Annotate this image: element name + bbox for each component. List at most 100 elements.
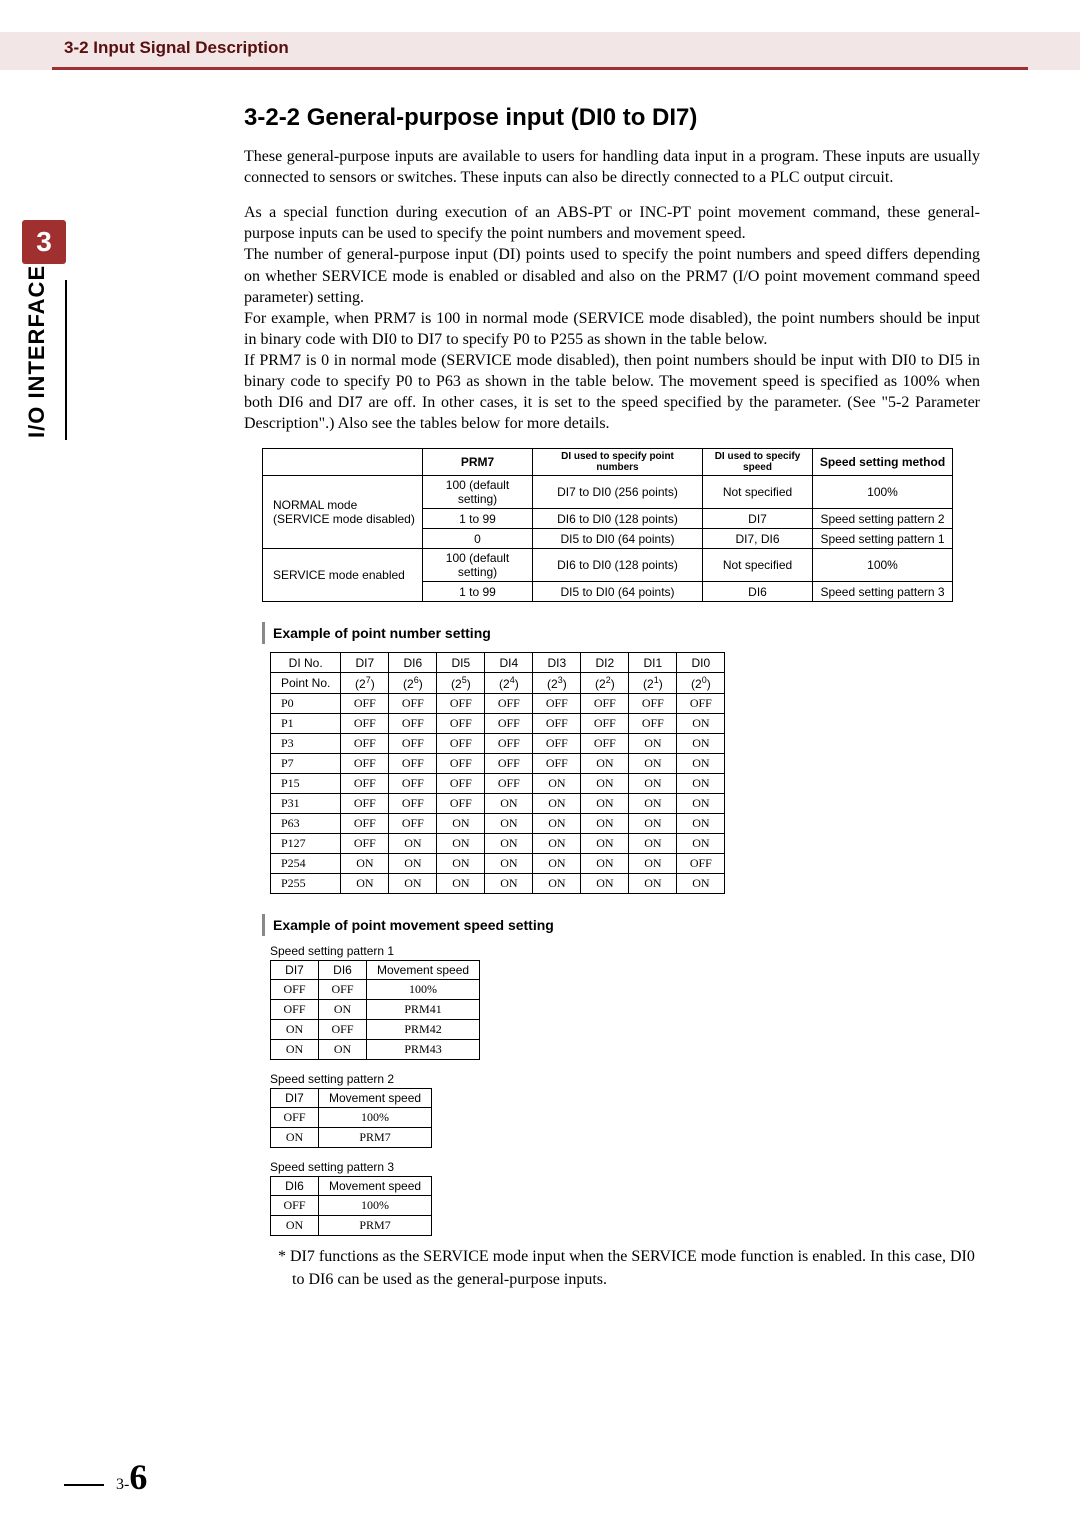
td: Not specified	[703, 549, 813, 582]
para-5: If PRM7 is 0 in normal mode (SERVICE mod…	[244, 350, 980, 434]
table-row: P127OFFONONONONONONON	[271, 834, 725, 854]
td: OFF	[437, 734, 485, 754]
chapter-tab: 3	[22, 220, 66, 264]
td: OFF	[341, 834, 389, 854]
th: (26)	[389, 673, 437, 694]
td: P1	[271, 714, 341, 734]
para-4: For example, when PRM7 is 100 in normal …	[244, 308, 980, 350]
subheading-1: Example of point number setting	[262, 622, 980, 644]
th: DI0	[677, 653, 725, 673]
table-row: PRM7 DI used to specify point numbers DI…	[263, 449, 953, 476]
td: ON	[533, 854, 581, 874]
td: ON	[629, 754, 677, 774]
td: P7	[271, 754, 341, 774]
td: 100%	[367, 980, 480, 1000]
th: (25)	[437, 673, 485, 694]
td: P3	[271, 734, 341, 754]
th: DI6	[319, 961, 367, 980]
td: ON	[629, 794, 677, 814]
speed-table-2: DI7Movement speedOFF100%ONPRM7	[270, 1088, 432, 1148]
td: PRM41	[367, 1000, 480, 1020]
th: DI1	[629, 653, 677, 673]
td: OFF	[389, 734, 437, 754]
main-table: PRM7 DI used to specify point numbers DI…	[262, 448, 953, 602]
td: ON	[389, 834, 437, 854]
td: DI7	[703, 509, 813, 529]
td: ON	[341, 854, 389, 874]
td: ON	[677, 834, 725, 854]
td: P31	[271, 794, 341, 814]
td: ON	[271, 1216, 319, 1236]
td: ON	[677, 874, 725, 894]
table-row: SERVICE mode enabled 100 (default settin…	[263, 549, 953, 582]
td: ON	[437, 814, 485, 834]
td: DI5 to DI0 (64 points)	[533, 529, 703, 549]
td: ON	[533, 874, 581, 894]
td: P63	[271, 814, 341, 834]
td: ON	[533, 774, 581, 794]
section-heading: 3-2-2 General-purpose input (DI0 to DI7)	[244, 104, 980, 132]
td: ON	[581, 754, 629, 774]
td: OFF	[437, 754, 485, 774]
table-row: P0OFFOFFOFFOFFOFFOFFOFFOFF	[271, 694, 725, 714]
td: P15	[271, 774, 341, 794]
td: ON	[271, 1020, 319, 1040]
table-row: P63OFFOFFONONONONONON	[271, 814, 725, 834]
td: ON	[437, 834, 485, 854]
para-1: These general-purpose inputs are availab…	[244, 146, 980, 188]
page-number-prefix: 3-	[116, 1476, 129, 1493]
td: DI6	[703, 582, 813, 602]
td-mode: NORMAL mode (SERVICE mode disabled)	[263, 476, 423, 549]
td: ON	[629, 734, 677, 754]
td: OFF	[677, 854, 725, 874]
th: (22)	[581, 673, 629, 694]
table-row: OFF100%	[271, 1196, 432, 1216]
th: DI4	[485, 653, 533, 673]
td: ON	[437, 854, 485, 874]
th: (21)	[629, 673, 677, 694]
th: DI6	[389, 653, 437, 673]
td: DI5 to DI0 (64 points)	[533, 582, 703, 602]
td: OFF	[485, 774, 533, 794]
td: ON	[271, 1040, 319, 1060]
td: ON	[581, 834, 629, 854]
td: 1 to 99	[423, 582, 533, 602]
td: ON	[533, 814, 581, 834]
point-table: DI No.DI7DI6DI5DI4DI3DI2DI1DI0Point No.(…	[270, 652, 725, 894]
td: 100 (default setting)	[423, 476, 533, 509]
td: OFF	[485, 694, 533, 714]
th: (27)	[341, 673, 389, 694]
td: 1 to 99	[423, 509, 533, 529]
th: Movement speed	[319, 1089, 432, 1108]
td: OFF	[319, 1020, 367, 1040]
th	[263, 449, 423, 476]
td: ON	[437, 874, 485, 894]
td: OFF	[629, 694, 677, 714]
td: ON	[581, 794, 629, 814]
table-row: P15OFFOFFOFFOFFONONONON	[271, 774, 725, 794]
table-row: ONOFFPRM42	[271, 1020, 480, 1040]
td: OFF	[533, 734, 581, 754]
td: ON	[677, 814, 725, 834]
td: ON	[485, 854, 533, 874]
th: DI5	[437, 653, 485, 673]
th: DI6	[271, 1177, 319, 1196]
td: OFF	[341, 754, 389, 774]
th: Movement speed	[319, 1177, 432, 1196]
td: OFF	[389, 694, 437, 714]
td: ON	[389, 874, 437, 894]
td: OFF	[437, 794, 485, 814]
table-row: P254ONONONONONONONOFF	[271, 854, 725, 874]
td: OFF	[341, 794, 389, 814]
table-row: OFFONPRM41	[271, 1000, 480, 1020]
para-2: As a special function during execution o…	[244, 202, 980, 244]
td: OFF	[389, 814, 437, 834]
table-row: P1OFFOFFOFFOFFOFFOFFOFFON	[271, 714, 725, 734]
speed3-caption: Speed setting pattern 3	[270, 1160, 980, 1174]
th: DI7	[271, 1089, 319, 1108]
td: P127	[271, 834, 341, 854]
td: DI7, DI6	[703, 529, 813, 549]
td: OFF	[389, 754, 437, 774]
th: Speed setting method	[813, 449, 953, 476]
table-row: NORMAL mode (SERVICE mode disabled) 100 …	[263, 476, 953, 509]
